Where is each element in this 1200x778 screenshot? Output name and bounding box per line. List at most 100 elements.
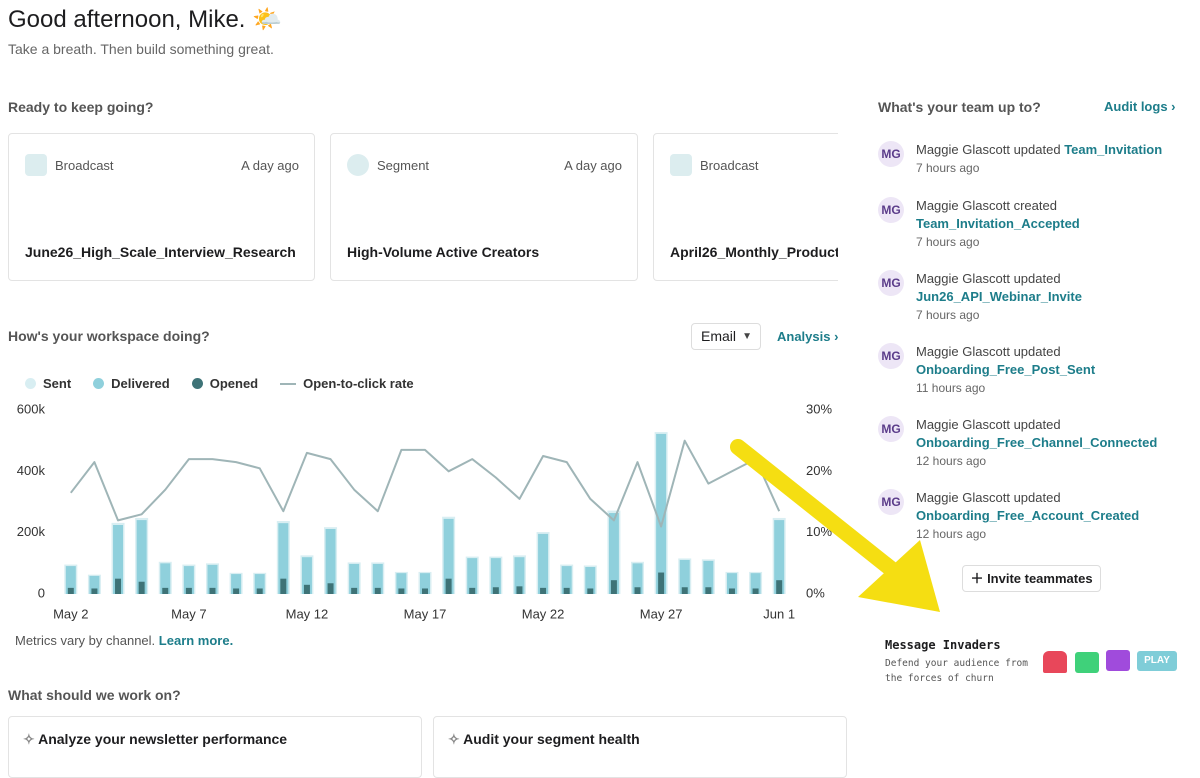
- actor: Maggie Glascott: [916, 198, 1010, 213]
- greeting: Good afternoon, Mike. 🌤️: [8, 6, 283, 33]
- audit-logs-link[interactable]: Audit logs ›: [1104, 99, 1176, 114]
- legend-dot: [93, 378, 105, 389]
- section-heading: How's your workspace doing?: [8, 328, 210, 344]
- bar: [750, 573, 761, 594]
- bar: [233, 588, 240, 594]
- target-link[interactable]: Onboarding_Free_Post_Sent: [916, 362, 1096, 377]
- legend-item: Open-to-click rate: [280, 376, 414, 391]
- bar: [207, 564, 218, 594]
- suggestion-card[interactable]: ✧ Audit your segment health: [433, 716, 847, 778]
- bar: [229, 572, 243, 594]
- bar: [394, 571, 408, 594]
- bar: [705, 587, 712, 594]
- bar: [560, 564, 574, 594]
- bar: [658, 572, 665, 594]
- bar: [538, 533, 549, 594]
- bar: [183, 566, 194, 594]
- game-title: Message Invaders: [885, 638, 1001, 652]
- recent-card[interactable]: Broadcast April26_Monthly_Product_: [653, 133, 838, 281]
- bar: [587, 588, 594, 594]
- bar: [280, 578, 287, 594]
- card-kind: Segment: [377, 158, 430, 173]
- learn-more-link[interactable]: Learn more.: [158, 633, 234, 648]
- bar: [185, 587, 192, 594]
- bar: [656, 433, 667, 594]
- bar: [536, 532, 550, 594]
- legend-label: Open-to-click rate: [303, 376, 414, 391]
- bar: [679, 559, 690, 594]
- bar: [583, 565, 597, 594]
- activity-text: Maggie Glascott updated Jun26_API_Webina…: [916, 270, 1178, 324]
- legend-item: Opened: [191, 376, 258, 391]
- legend-label: Delivered: [111, 376, 170, 391]
- invader-icon: [1106, 650, 1130, 671]
- arrow-annotation: [730, 439, 940, 612]
- target-link[interactable]: Onboarding_Free_Account_Created: [916, 508, 1140, 523]
- bar: [300, 555, 314, 594]
- note-text: Metrics vary by channel.: [15, 633, 156, 648]
- suggestion-card[interactable]: ✧ Analyze your newsletter performance: [8, 716, 422, 778]
- recent-card[interactable]: Segment A day ago High-Volume Active Cre…: [330, 133, 638, 281]
- bar: [324, 527, 338, 594]
- tick-label: 20%: [806, 463, 832, 478]
- bar: [443, 518, 454, 594]
- subtitle: Take a breath. Then build something grea…: [8, 41, 274, 57]
- avatar: MG: [878, 141, 904, 167]
- section-heading: What's your team up to?: [878, 99, 1041, 115]
- bar: [490, 558, 501, 594]
- bar: [303, 584, 310, 594]
- actor: Maggie Glascott: [916, 417, 1010, 432]
- bar: [608, 513, 619, 594]
- game-text: Defend your audience from the forces of …: [885, 658, 1028, 684]
- line: [70, 439, 781, 528]
- actor: Maggie Glascott: [916, 142, 1010, 157]
- bar: [749, 571, 763, 594]
- bar: [115, 578, 122, 594]
- bar: [205, 563, 219, 594]
- arrow-shaft: [730, 439, 913, 588]
- target-link[interactable]: Jun26_API_Webinar_Invite: [916, 289, 1082, 304]
- bar: [701, 559, 715, 594]
- bar: [610, 580, 617, 594]
- x-tick-label: May 22: [522, 606, 565, 621]
- play-button[interactable]: PLAY: [1137, 651, 1177, 671]
- bar: [469, 587, 476, 594]
- card-kind: Broadcast: [700, 158, 759, 173]
- bar: [774, 520, 785, 594]
- bar: [327, 583, 334, 594]
- actor: Maggie Glascott: [916, 271, 1010, 286]
- analysis-link[interactable]: Analysis ›: [777, 329, 839, 344]
- bar: [372, 563, 383, 594]
- legend-line: [280, 382, 297, 385]
- link-text: Analysis: [777, 329, 831, 344]
- bar: [752, 588, 759, 594]
- bar: [256, 588, 263, 594]
- target-link[interactable]: Team_Invitation: [1064, 142, 1163, 157]
- bar: [512, 555, 526, 594]
- bar: [91, 588, 98, 594]
- invite-button[interactable]: ＋ Invite teammates: [962, 565, 1101, 592]
- tick-label: 400k: [17, 463, 46, 478]
- card-name: High-Volume Active Creators: [347, 244, 540, 260]
- bar: [325, 528, 336, 594]
- channel-select[interactable]: Email ▼: [691, 323, 761, 350]
- bar: [654, 432, 668, 594]
- action: created: [1013, 198, 1057, 213]
- bar: [64, 564, 78, 594]
- bar: [561, 566, 572, 594]
- target-link[interactable]: Onboarding_Free_Channel_Connected: [916, 435, 1158, 450]
- action: updated: [1013, 417, 1061, 432]
- target-link[interactable]: Team_Invitation_Accepted: [916, 216, 1080, 231]
- bar: [89, 575, 100, 594]
- bar: [67, 587, 74, 594]
- bar: [136, 520, 147, 594]
- bar: [678, 558, 692, 594]
- recent-cards: Broadcast A day ago June26_High_Scale_In…: [8, 133, 838, 281]
- avatar: MG: [878, 270, 904, 296]
- x-tick-label: Jun 1: [763, 606, 795, 621]
- bar: [607, 510, 621, 594]
- bar: [254, 574, 265, 594]
- icon: [670, 154, 692, 176]
- recent-card[interactable]: Broadcast A day ago June26_High_Scale_In…: [8, 133, 315, 281]
- activity-time: 12 hours ago: [916, 527, 987, 541]
